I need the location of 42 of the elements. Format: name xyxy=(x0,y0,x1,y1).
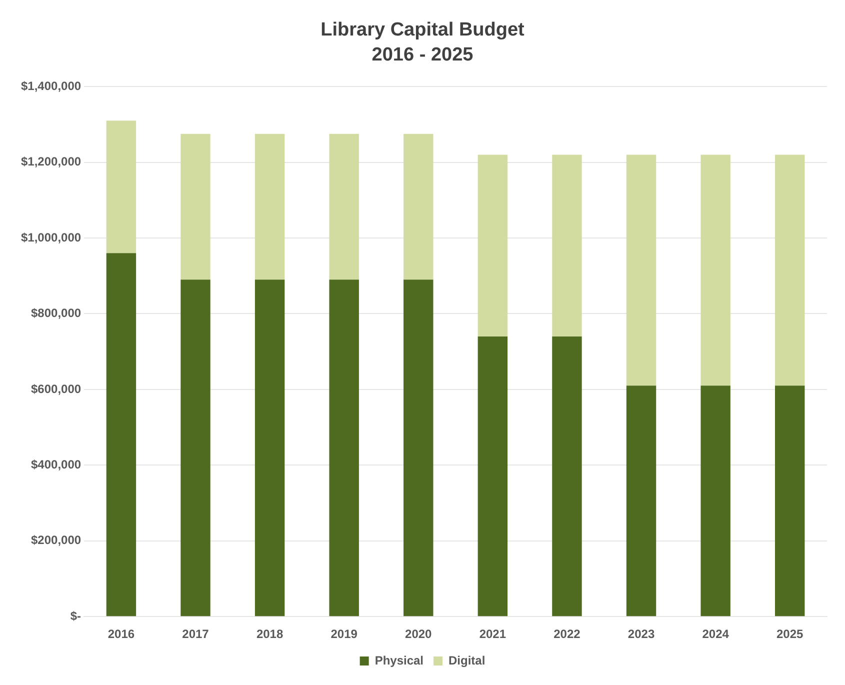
bar xyxy=(626,154,656,386)
bar xyxy=(106,253,136,616)
bar xyxy=(552,154,582,336)
y-tick-label: $600,000 xyxy=(30,382,82,396)
bar xyxy=(404,280,434,616)
y-tick-label: $1,000,000 xyxy=(20,230,82,244)
bar xyxy=(329,134,359,280)
bar xyxy=(329,280,359,616)
x-tick-label: 2020 xyxy=(405,627,432,642)
x-tick-label: 2018 xyxy=(256,627,284,642)
chart-subtitle: 2016 - 2025 xyxy=(372,44,474,66)
x-tick-label: 2022 xyxy=(554,627,581,642)
y-tick-label: $400,000 xyxy=(30,457,82,472)
bar xyxy=(180,134,210,280)
y-tick-label: $200,000 xyxy=(30,533,82,548)
bar xyxy=(404,134,434,280)
y-tick-label: $1,200,000 xyxy=(20,154,82,169)
bar xyxy=(254,280,285,616)
y-tick-label: $- xyxy=(70,608,82,623)
bar xyxy=(626,386,656,616)
bar xyxy=(478,336,508,616)
x-tick-label: 2019 xyxy=(330,627,358,642)
x-tick-label: 2017 xyxy=(182,627,210,642)
bar xyxy=(700,154,730,386)
legend-label: Digital xyxy=(448,653,486,668)
bar xyxy=(478,154,508,336)
x-tick-label: 2025 xyxy=(776,627,804,642)
bar xyxy=(254,134,285,280)
bar xyxy=(180,280,210,616)
x-tick-label: 2021 xyxy=(479,627,506,642)
chart-title: Library Capital Budget xyxy=(320,20,526,41)
bar xyxy=(700,386,730,616)
y-tick-label: $800,000 xyxy=(30,306,82,320)
x-tick-label: 2023 xyxy=(628,627,655,642)
legend-label: Physical xyxy=(374,653,424,668)
bar xyxy=(106,120,136,254)
bar xyxy=(774,386,805,616)
y-tick-label: $1,400,000 xyxy=(20,78,82,93)
bar xyxy=(552,336,582,616)
x-tick-label: 2024 xyxy=(702,627,730,642)
bar xyxy=(774,154,805,386)
x-tick-label: 2016 xyxy=(108,627,135,642)
